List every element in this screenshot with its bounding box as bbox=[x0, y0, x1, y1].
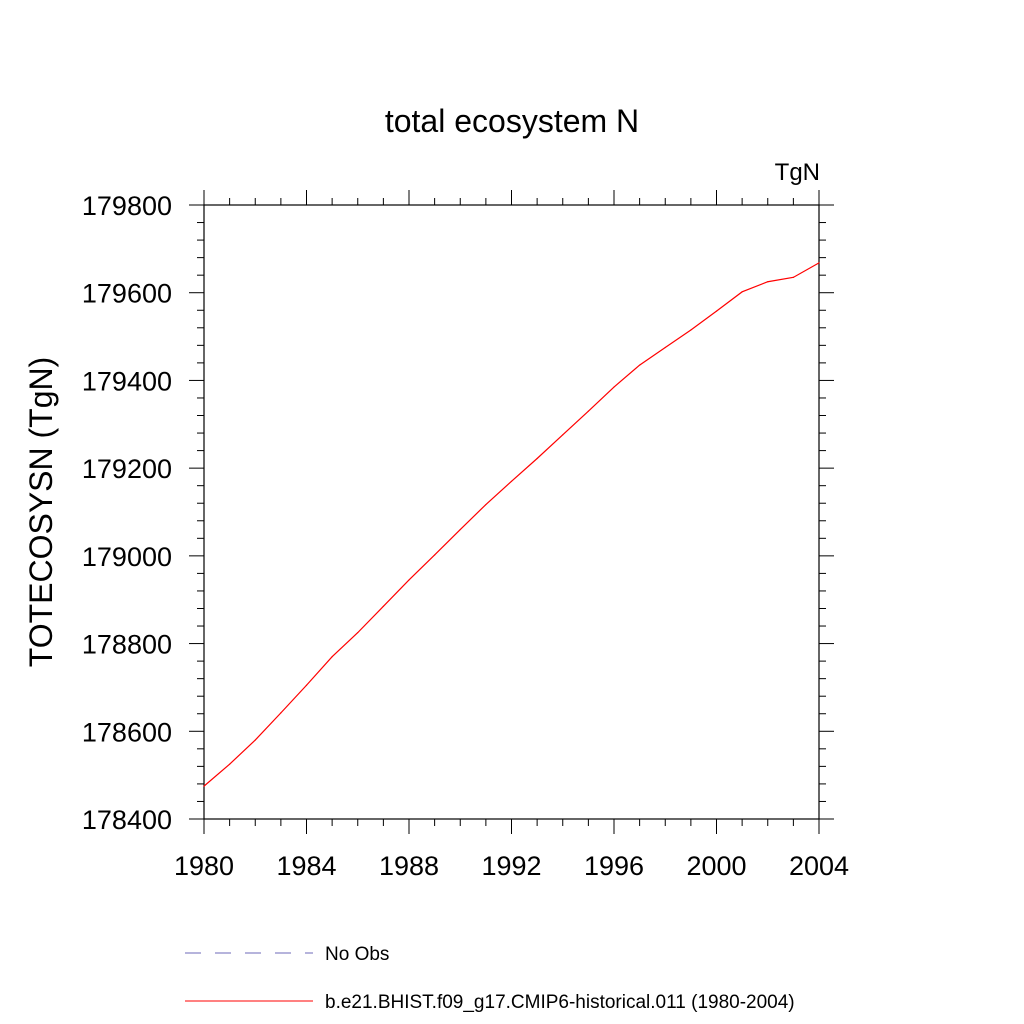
x-tick-label: 1984 bbox=[276, 851, 336, 881]
data-point bbox=[357, 632, 359, 634]
data-point bbox=[690, 329, 692, 331]
y-tick-label: 179400 bbox=[82, 366, 172, 396]
legend-label-historical: b.e21.BHIST.f09_g17.CMIP6-historical.011… bbox=[325, 992, 795, 1013]
y-tick-label: 179600 bbox=[82, 279, 172, 309]
data-point bbox=[587, 410, 589, 412]
series-layer bbox=[203, 262, 820, 787]
data-point bbox=[613, 386, 615, 388]
data-point bbox=[485, 503, 487, 506]
x-tick-label: 2000 bbox=[686, 851, 746, 881]
legend-label-no-obs: No Obs bbox=[325, 944, 389, 965]
y-tick-label: 178600 bbox=[82, 717, 172, 747]
data-point bbox=[562, 434, 564, 436]
data-point bbox=[434, 554, 436, 556]
series-line-0 bbox=[203, 262, 820, 787]
x-tick-label: 1988 bbox=[379, 851, 439, 881]
y-tick-label: 178400 bbox=[82, 805, 172, 835]
x-tick-label: 1992 bbox=[481, 851, 541, 881]
plot-frame bbox=[203, 204, 820, 820]
data-point bbox=[741, 291, 743, 293]
data-point bbox=[792, 276, 794, 278]
y-tick-label: 179800 bbox=[82, 191, 172, 221]
data-point bbox=[254, 739, 256, 741]
data-point bbox=[639, 364, 641, 366]
data-point bbox=[280, 712, 282, 714]
data-point bbox=[767, 281, 769, 283]
data-point bbox=[408, 579, 410, 581]
data-point bbox=[459, 528, 461, 531]
data-point bbox=[229, 763, 231, 765]
data-point bbox=[203, 785, 205, 787]
units-label: TgN bbox=[775, 159, 820, 186]
data-point bbox=[818, 262, 820, 264]
y-axis-label: TOTECOSYSN (TgN) bbox=[23, 357, 59, 668]
data-point bbox=[664, 346, 666, 349]
y-tick-label: 179200 bbox=[82, 454, 172, 484]
data-point bbox=[510, 480, 513, 482]
x-tick-label: 1996 bbox=[584, 851, 644, 881]
y-tick-label: 179000 bbox=[82, 542, 172, 572]
axis-tick-labels: 1980 1984 1988 1992 1996 2000 2004 178400 178600… bbox=[82, 191, 849, 881]
data-point bbox=[305, 684, 308, 686]
chart-title: total ecosystem N bbox=[385, 103, 639, 139]
data-point bbox=[382, 605, 384, 607]
axis-ticks bbox=[189, 190, 834, 834]
data-point bbox=[536, 457, 538, 460]
x-tick-label: 2004 bbox=[789, 851, 849, 881]
legend: No Obs b.e21.BHIST.f09_g17.CMIP6-histori… bbox=[185, 944, 795, 1013]
data-point bbox=[331, 656, 333, 658]
data-point bbox=[715, 310, 718, 312]
x-tick-label: 1980 bbox=[174, 851, 234, 881]
y-tick-label: 178800 bbox=[82, 630, 172, 660]
